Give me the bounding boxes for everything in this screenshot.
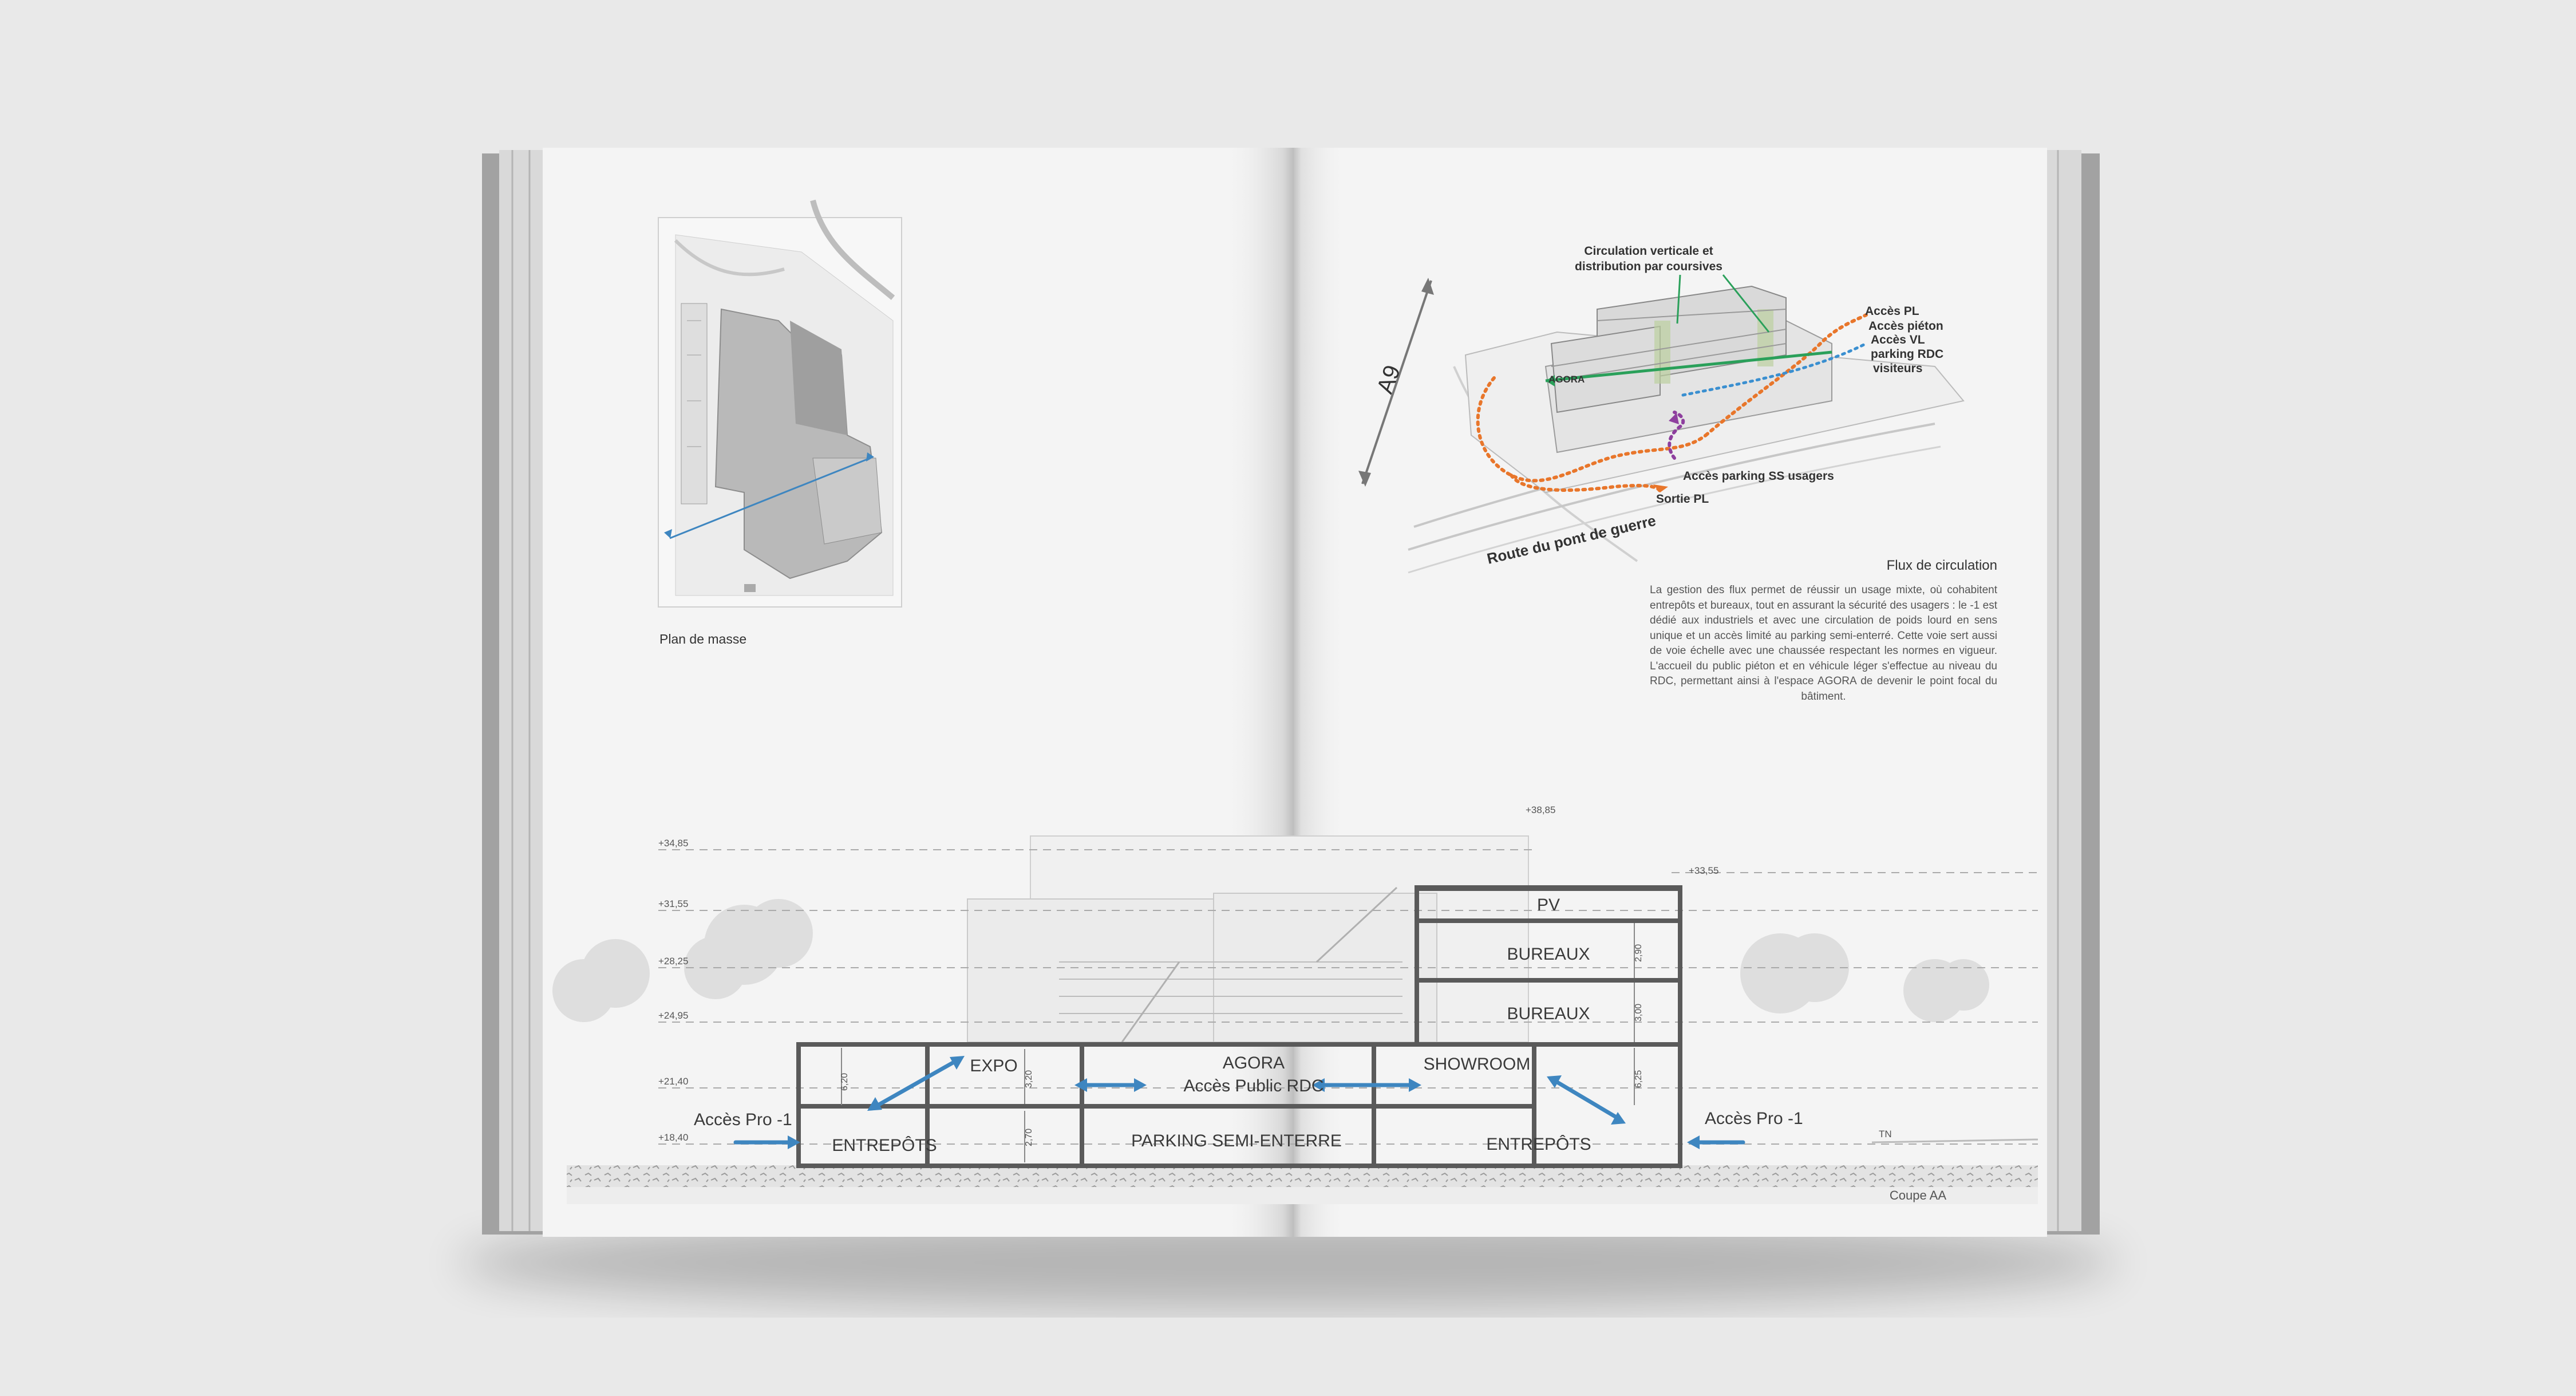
axo-label-circulation-line1: Circulation verticale et	[1584, 245, 1713, 258]
book-shadow	[458, 1217, 2118, 1308]
room-agora-sub: Accès Public RDC	[1183, 1076, 1323, 1095]
gutter-shadow-right	[1294, 148, 1345, 1237]
access-pro-left: Accès Pro -1	[694, 1110, 792, 1129]
dim-270: 2,70	[1024, 1129, 1034, 1146]
axo-label-agora: AGORA	[1548, 374, 1585, 385]
room-expo: EXPO	[970, 1056, 1017, 1075]
axo-label-acces-vl: Accès VL	[1871, 333, 1925, 346]
elevation-1840: +18,40	[658, 1132, 688, 1143]
axo-label-acces-parking-ss: Accès parking SS usagers	[1683, 470, 1834, 483]
left-page	[543, 148, 1294, 1237]
room-entrepots-left: ENTREPÔTS	[832, 1135, 937, 1155]
room-entrepots-right: ENTREPÔTS	[1486, 1134, 1591, 1154]
elevation-3885: +38,85	[1526, 805, 1555, 815]
coupe-caption: Coupe AA	[1889, 1188, 1946, 1202]
axo-label-acces-pl: Accès PL	[1865, 305, 1919, 318]
axo-label-sortie-pl: Sortie PL	[1656, 492, 1709, 506]
axo-label-parking-rdc: parking RDC	[1871, 348, 1943, 361]
section-drawing	[552, 835, 2038, 1204]
axonometric-drawing	[1358, 274, 1965, 574]
elevation-3355: +33,55	[1689, 865, 1718, 876]
elevation-2825: +28,25	[658, 956, 688, 967]
dim-320: 3,20	[1024, 1070, 1034, 1088]
room-bureaux-lower: BUREAUX	[1507, 1004, 1590, 1023]
flux-description: La gestion des flux permet de réussir un…	[1650, 584, 1997, 703]
elevation-3485: +34,85	[658, 838, 688, 849]
room-parking: PARKING SEMI-ENTERRE	[1131, 1131, 1342, 1150]
elevation-2495: +24,95	[658, 1010, 688, 1021]
label-tn: TN	[1879, 1129, 1892, 1139]
axo-label-circulation-line2: distribution par coursives	[1575, 260, 1722, 273]
axo-label-acces-pieton: Accès piéton	[1868, 320, 1943, 333]
room-pv: PV	[1537, 896, 1560, 914]
room-agora: AGORA	[1223, 1054, 1285, 1072]
elevation-2140: +21,40	[658, 1076, 688, 1087]
room-bureaux-upper: BUREAUX	[1507, 945, 1590, 964]
dim-620: 6,20	[840, 1073, 850, 1091]
flux-title: Flux de circulation	[1886, 558, 1997, 573]
site-plan-drawing	[658, 199, 902, 608]
room-showroom: SHOWROOM	[1424, 1055, 1531, 1074]
axo-label-visiteurs: visiteurs	[1873, 362, 1922, 375]
plan-caption: Plan de masse	[659, 632, 746, 646]
elevation-3155: +31,55	[658, 898, 688, 909]
access-pro-right: Accès Pro -1	[1705, 1109, 1803, 1128]
dim-290: 2,90	[1634, 944, 1643, 962]
page-stack-left	[499, 150, 551, 1231]
gutter-shadow-left	[1225, 148, 1294, 1237]
dim-625: 6,25	[1634, 1070, 1643, 1088]
dim-300: 3,00	[1634, 1004, 1643, 1022]
